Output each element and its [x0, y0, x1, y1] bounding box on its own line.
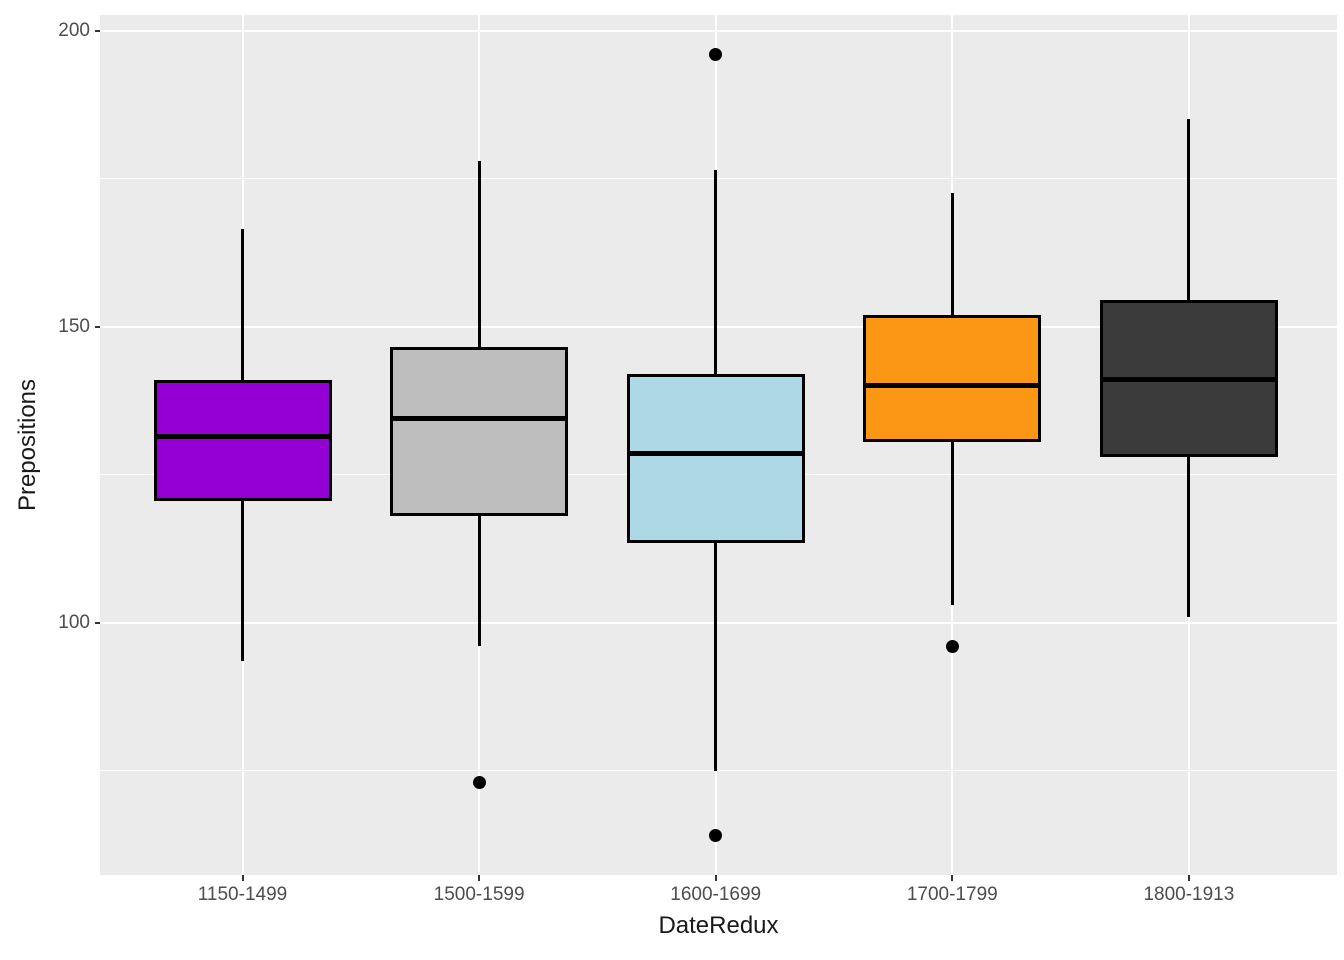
outlier-point: [709, 47, 723, 61]
median-line: [1099, 377, 1278, 383]
major-gridline: [100, 29, 1337, 32]
x-tick-mark: [241, 875, 244, 881]
box: [153, 379, 332, 502]
x-tick-label: 1800-1913: [1143, 884, 1235, 905]
x-tick-mark: [1187, 875, 1190, 881]
upper-whisker: [714, 169, 718, 374]
median-line: [390, 415, 569, 421]
upper-whisker: [241, 228, 244, 380]
lower-whisker: [1187, 456, 1191, 617]
outlier-point: [472, 775, 486, 789]
y-axis-title-text: Prepositions: [14, 378, 42, 512]
major-gridline: [100, 621, 1337, 624]
upper-whisker: [1187, 119, 1191, 300]
lower-whisker: [950, 442, 954, 605]
x-tick-label: 1700-1799: [906, 884, 998, 905]
x-tick-label: 1150-1499: [197, 884, 288, 905]
box: [390, 347, 569, 516]
median-line: [153, 433, 332, 439]
upper-whisker: [950, 193, 954, 315]
box: [626, 373, 805, 543]
x-tick-mark: [714, 875, 717, 881]
y-axis-title: Prepositions: [10, 15, 46, 875]
outlier-point: [709, 829, 723, 843]
major-gridline: [100, 325, 1337, 328]
x-tick-mark: [478, 875, 481, 881]
outlier-point: [945, 639, 959, 653]
plot-panel: [100, 15, 1337, 875]
box: [863, 314, 1042, 443]
x-tick-mark: [951, 875, 954, 881]
median-line: [863, 383, 1042, 389]
lower-whisker: [714, 542, 718, 771]
x-axis-title: DateRedux: [658, 912, 779, 939]
minor-gridline: [100, 770, 1337, 772]
x-tick-label: 1500-1599: [433, 884, 525, 905]
lower-whisker: [241, 501, 244, 662]
upper-whisker: [477, 160, 481, 348]
lower-whisker: [477, 516, 481, 647]
minor-gridline: [100, 178, 1337, 180]
x-tick-label: 1600-1699: [670, 884, 762, 905]
median-line: [626, 451, 805, 457]
